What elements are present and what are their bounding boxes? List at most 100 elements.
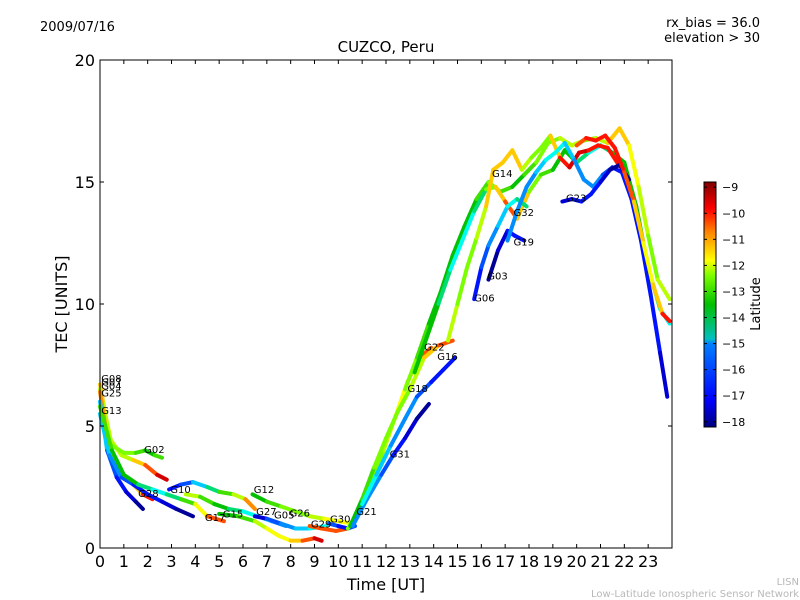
- tec-trace-segment: [412, 336, 429, 375]
- tec-trace-segment: [474, 204, 489, 241]
- x-tick-label: 12: [376, 552, 396, 571]
- tec-trace-segment: [627, 143, 641, 189]
- tec-trace-segment: [414, 402, 431, 421]
- tec-trace-segment: [164, 492, 184, 502]
- tec-trace-segment: [646, 233, 660, 282]
- tec-trace-segment: [460, 209, 477, 243]
- tec-trace-segment: [98, 411, 112, 458]
- tec-trace-segment: [612, 145, 627, 175]
- tec-trace-segment: [124, 489, 138, 504]
- tec-trace-segment: [179, 480, 195, 487]
- tec-trace-segment: [179, 497, 198, 507]
- tec-trace-segment: [424, 302, 441, 341]
- satellite-label: G29: [311, 519, 331, 530]
- x-tick-label: 2: [143, 552, 153, 571]
- tec-trace-segment: [264, 499, 284, 509]
- colorbar-tick-label: −13: [722, 285, 745, 298]
- tec-trace-segment: [639, 238, 653, 297]
- x-tick-label: 0: [95, 552, 105, 571]
- tec-trace-segment: [264, 526, 281, 538]
- tec-trace-segment: [650, 282, 665, 316]
- satellite-label: G21: [356, 507, 376, 518]
- satellite-label: G31: [390, 450, 410, 461]
- tec-trace-segment: [121, 472, 141, 487]
- tec-trace-segment: [140, 492, 155, 502]
- x-tick-label: 7: [262, 552, 272, 571]
- rx-bias-label: rx_bias = 36.0: [666, 16, 760, 31]
- satellite-label: G02: [144, 445, 164, 456]
- tec-trace-segment: [226, 506, 245, 514]
- satellite-label: G18: [407, 384, 427, 395]
- tec-trace-segment: [414, 321, 431, 360]
- tec-trace-segment: [131, 458, 148, 468]
- tec-trace-segment: [109, 443, 126, 455]
- satellite-label: G13: [101, 406, 121, 417]
- tec-trace-segment: [534, 158, 548, 175]
- tec-trace-segment: [474, 180, 491, 202]
- tec-trace-segment: [529, 145, 543, 160]
- tec-trace-segment: [574, 150, 591, 165]
- tec-trace-segment: [538, 167, 555, 177]
- satellite-label: G22: [424, 342, 444, 353]
- tec-trace-segment: [562, 140, 577, 163]
- tec-trace-segment: [307, 524, 324, 531]
- tec-series: [505, 140, 670, 399]
- tec-trace-segment: [300, 536, 317, 543]
- colorbar-label: Latitude: [749, 277, 764, 331]
- tec-trace-segment: [360, 465, 377, 502]
- tec-trace-segment: [598, 167, 613, 184]
- elevation-label: elevation > 30: [664, 31, 760, 46]
- satellite-label: G10: [170, 485, 190, 496]
- tec-trace-segment: [205, 514, 226, 524]
- tec-trace-segment: [364, 472, 384, 502]
- tec-trace-segment: [107, 453, 124, 480]
- satellite-label: G23: [566, 194, 586, 205]
- tec-series: [217, 511, 324, 543]
- satellite-label: G07: [101, 378, 121, 389]
- tec-trace-segment: [152, 453, 164, 460]
- tec-trace-segment: [212, 502, 231, 511]
- tec-trace-segment: [603, 133, 617, 150]
- satellite-label: G15: [223, 510, 243, 521]
- tec-trace-segment: [109, 448, 126, 477]
- tec-trace-segment: [119, 475, 136, 487]
- x-tick-label: 18: [519, 552, 539, 571]
- tec-trace-segment: [505, 197, 520, 209]
- x-tick-label: 8: [286, 552, 296, 571]
- colorbar-tick-label: −18: [722, 416, 745, 429]
- tec-trace-segment: [543, 150, 558, 163]
- axis-ticks: 0 1 2 3 4 5 6 7 8 9 10 11 12 13 14 15 16 17 18 19 20 21 22 2305…: [75, 51, 672, 571]
- tec-trace-segment: [143, 463, 160, 477]
- x-tick-label: 22: [614, 552, 634, 571]
- chart-title: CUZCO, Peru: [338, 38, 435, 56]
- tec-trace-segment: [472, 265, 484, 302]
- tec-trace-segment: [486, 248, 501, 282]
- tec-trace-segment: [534, 140, 551, 165]
- x-tick-label: 14: [423, 552, 443, 571]
- x-axis-label: Time [UT]: [346, 575, 425, 594]
- tec-trace-segment: [655, 277, 672, 302]
- satellite-label: G27: [256, 507, 276, 518]
- tec-trace-segment: [581, 177, 596, 189]
- satellite-label: G30: [330, 514, 350, 525]
- x-tick-label: 19: [543, 552, 563, 571]
- tec-trace-segment: [505, 209, 520, 243]
- tec-trace-segment: [407, 355, 427, 392]
- tec-trace-segment: [445, 302, 460, 343]
- x-tick-label: 9: [309, 552, 319, 571]
- colorbar-tick-label: −12: [722, 259, 745, 272]
- colorbar-tick-label: −17: [722, 390, 745, 403]
- tec-trace-segment: [617, 126, 632, 148]
- satellite-label: G14: [492, 169, 512, 180]
- tec-series: [472, 197, 529, 302]
- tec-trace-segment: [98, 404, 114, 453]
- satellite-label: G04: [101, 381, 121, 392]
- tec-trace-segment: [455, 265, 470, 306]
- tec-trace-segment: [527, 172, 543, 194]
- x-tick-label: 21: [590, 552, 610, 571]
- colorbar-ticks: −9 −10 −11 −12 −13 −14 −15 −16 −17 −18: [704, 181, 745, 429]
- tec-trace-segment: [448, 238, 465, 272]
- tec-series: [412, 143, 672, 375]
- colorbar: [703, 181, 717, 428]
- colorbar-tick-label: −16: [722, 364, 745, 377]
